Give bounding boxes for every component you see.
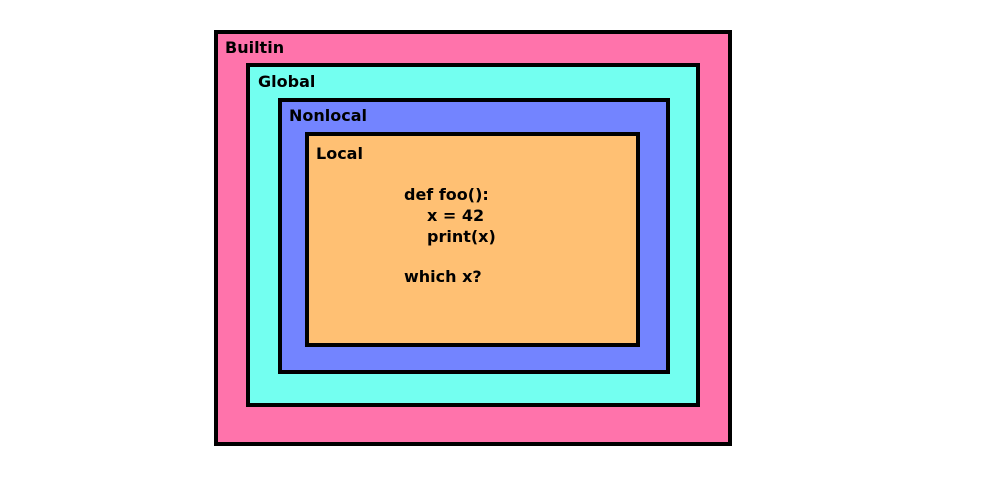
global-scope-label: Global [258, 72, 316, 91]
local-scope-box [305, 132, 640, 347]
code-line-def: def foo(): [404, 185, 489, 204]
local-scope-label: Local [316, 144, 363, 163]
code-line-print: print(x) [427, 227, 496, 246]
nonlocal-scope-label: Nonlocal [289, 106, 368, 125]
code-line-assign: x = 42 [427, 206, 485, 225]
which-x-question: which x? [404, 267, 482, 286]
builtin-scope-label: Builtin [225, 38, 285, 57]
